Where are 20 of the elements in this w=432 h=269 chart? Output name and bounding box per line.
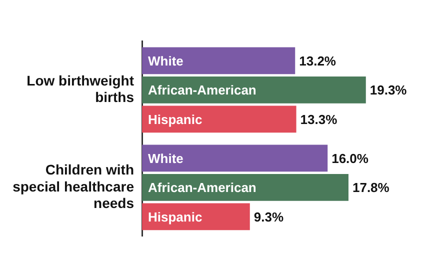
data-label: 13.3% xyxy=(300,112,338,127)
data-label: 16.0% xyxy=(332,150,369,166)
y-tick-label: Children with special healthcare needs xyxy=(12,162,134,212)
data-label: 17.8% xyxy=(352,180,390,196)
bar xyxy=(142,47,296,74)
bar xyxy=(142,144,328,172)
bar xyxy=(142,203,250,230)
bar xyxy=(142,76,366,104)
series-label: African-American xyxy=(148,82,256,98)
series-label: Hispanic xyxy=(148,112,202,127)
data-label: 9.3% xyxy=(254,209,284,224)
text: Hispanic xyxy=(148,209,202,224)
series-label: White xyxy=(148,53,184,68)
text: White xyxy=(148,150,184,166)
y-tick-label: Low birthweight births xyxy=(26,72,134,106)
text: African-American xyxy=(148,180,256,196)
bar xyxy=(142,106,296,133)
bar xyxy=(142,174,348,201)
data-label: 19.3% xyxy=(370,82,408,98)
data-label: 13.2% xyxy=(299,53,336,68)
